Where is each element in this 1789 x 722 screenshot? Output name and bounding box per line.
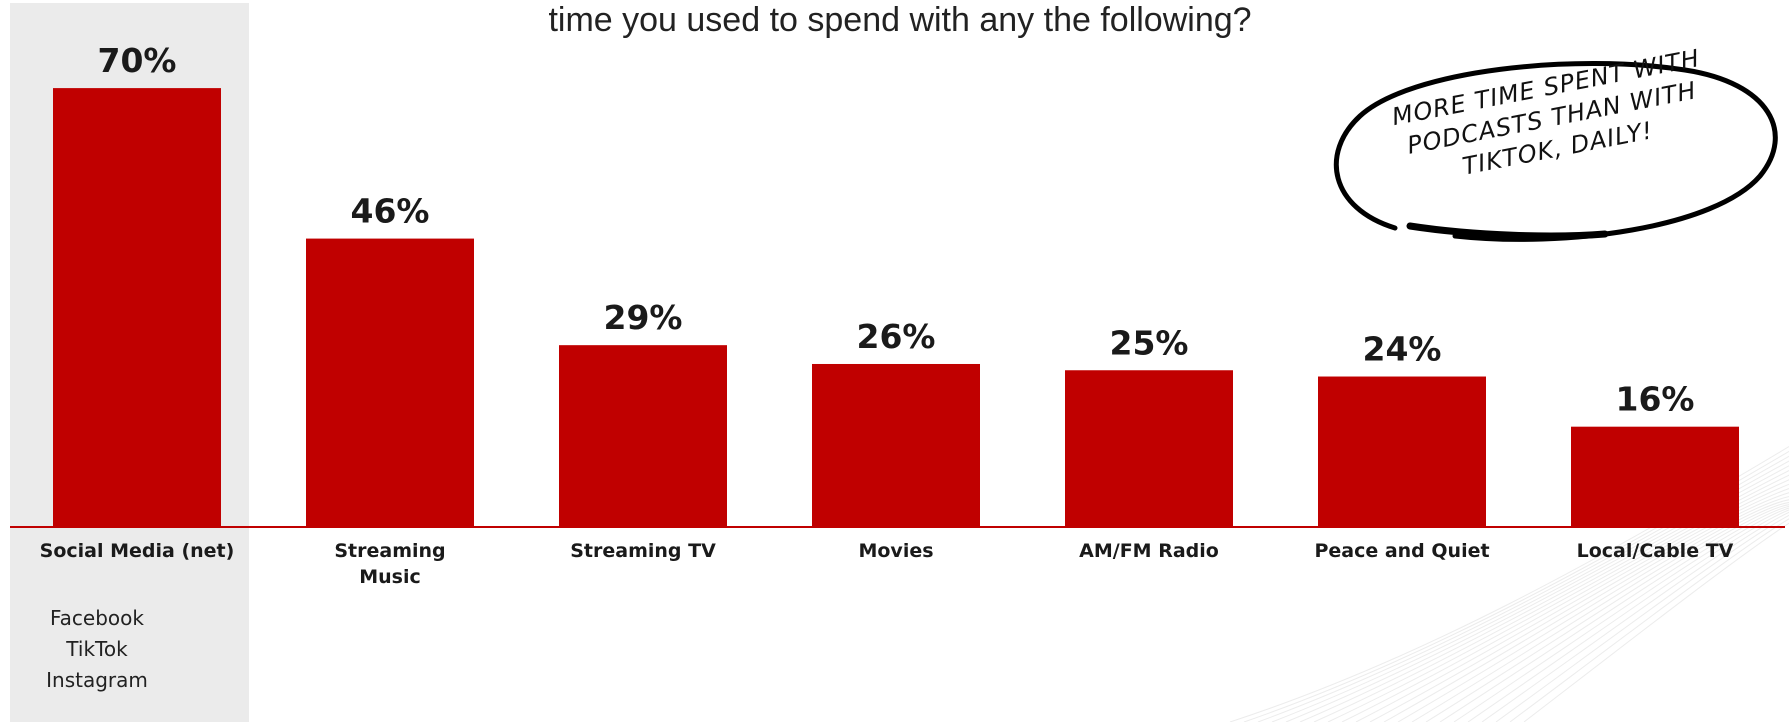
decorative-wave-line [1523,522,1789,722]
category-label: Streaming Music [334,540,445,588]
value-label: 46% [351,192,430,231]
decorative-wave-line [1341,483,1789,722]
category-label: Social Media (net) [40,540,235,562]
decorative-wave-line [1369,492,1789,722]
decorative-wave-line [1495,514,1789,722]
decorative-wave-line [1439,505,1789,722]
decorative-wave-line [1411,502,1789,722]
decorative-wave-line [1453,507,1789,722]
value-label: 26% [857,317,936,356]
bar [53,88,221,527]
bar [559,345,727,527]
bar [1318,376,1486,527]
bar [1571,426,1739,527]
value-label: 24% [1363,330,1442,369]
chart-question-title: time you used to spend with any the foll… [548,1,1252,39]
decorative-wave-line [1327,479,1789,722]
callout-bubble-outline [1334,61,1778,242]
decorative-wave-line [1299,470,1789,722]
value-label: 25% [1110,323,1189,362]
highlight-sublabel: Instagram [46,668,148,692]
decorative-wave-line [1397,499,1789,722]
bar [1065,370,1233,527]
value-label: 70% [98,41,177,80]
bar [306,238,474,527]
decorative-wave-line [1313,474,1789,722]
decorative-wave-line [1481,511,1789,722]
value-label: 29% [604,298,683,337]
category-label: Streaming TV [570,540,716,562]
category-label: Local/Cable TV [1577,540,1734,562]
highlight-sublabel: Facebook [50,606,144,630]
callout-bubble [1334,61,1778,242]
decorative-wave-line [1509,518,1789,722]
callout-bubble-tail [1406,222,1609,240]
highlight-sublabel: TikTok [65,637,128,661]
decorative-wave-line [1383,496,1789,722]
category-label: AM/FM Radio [1079,540,1219,562]
decorative-wave-line [1355,488,1789,722]
bar [812,363,980,527]
category-label: Peace and Quiet [1314,540,1489,562]
category-label: Movies [858,540,933,562]
value-label: 16% [1616,380,1695,419]
decorative-wave-line [1467,509,1789,722]
